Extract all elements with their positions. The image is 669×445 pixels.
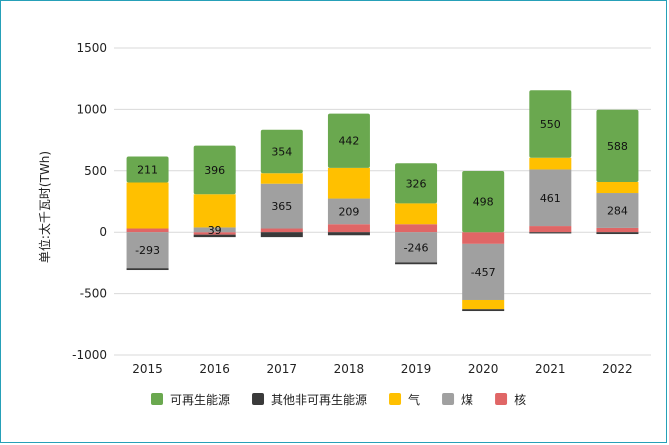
bar-segment: [193, 145, 236, 195]
legend-swatch: [252, 393, 265, 405]
bar-segment: [596, 109, 639, 182]
data-label: 588: [607, 140, 628, 153]
bar-segment: [529, 157, 572, 170]
bar-segment: [596, 181, 639, 194]
bar-segment: [462, 243, 505, 300]
y-tick-label: 1500: [76, 41, 107, 55]
data-label: 498: [473, 196, 494, 209]
data-label: 550: [540, 118, 561, 131]
bar-segment: [395, 224, 438, 233]
legend-label: 可再生能源: [170, 393, 230, 407]
bar-segment: [529, 226, 572, 233]
y-tick-label: 500: [84, 164, 107, 178]
bar-segment: [126, 268, 169, 271]
data-label: 365: [271, 200, 292, 213]
bar-segment: [193, 234, 236, 238]
bar-segment: [596, 232, 639, 235]
bar-segment: [462, 171, 505, 233]
data-label: 284: [607, 204, 628, 217]
data-label: 209: [338, 205, 359, 218]
bar-segment: [529, 90, 572, 158]
bar-segment: [260, 173, 303, 184]
x-tick-label: 2019: [401, 362, 432, 376]
data-label: 39: [208, 224, 222, 237]
bar-segment: [596, 193, 639, 228]
y-axis-label: 单位:太千瓦时(TWh): [37, 151, 52, 263]
y-tick-label: 0: [99, 225, 107, 239]
data-label: -293: [135, 244, 160, 257]
bar-segment: [126, 228, 169, 233]
bar-segment: [193, 227, 236, 233]
bar-segment: [327, 198, 370, 225]
bar-segment: [596, 227, 639, 233]
bar-segment: [327, 113, 370, 168]
legend-swatch: [442, 393, 455, 405]
data-label: 396: [204, 164, 225, 177]
bar-segment: [327, 224, 370, 233]
data-label: 211: [137, 164, 158, 177]
bar-segment: [462, 299, 505, 310]
x-tick-label: 2015: [132, 362, 163, 376]
data-label: 461: [540, 192, 561, 205]
legend: 可再生能源 其他非可再生能源 气 煤 核: [151, 392, 526, 407]
legend-label: 煤: [461, 393, 473, 407]
bar-segment: [529, 169, 572, 227]
bar-segment: [260, 228, 303, 233]
x-tick-label: 2018: [334, 362, 365, 376]
data-label: 326: [406, 177, 427, 190]
x-tick-label: 2016: [199, 362, 230, 376]
x-tick-label: 2022: [602, 362, 633, 376]
x-tick-label: 2017: [267, 362, 298, 376]
legend-swatch: [389, 393, 402, 405]
bar-segment: [327, 232, 370, 236]
bar-segment: [529, 232, 572, 234]
bar-segment: [126, 182, 169, 229]
bar-segment: [462, 232, 505, 244]
legend-swatch: [151, 393, 163, 405]
x-axis-ticks: 2015 2016 2017 2018 2019 2020 2021 2022: [132, 362, 632, 376]
bar-segment: [395, 203, 438, 225]
x-tick-label: 2020: [468, 362, 499, 376]
bar-segment: [395, 232, 438, 263]
legend-label: 核: [514, 393, 526, 407]
bar-segment: [462, 309, 505, 312]
x-tick-label: 2021: [535, 362, 566, 376]
data-labels: 211 -293 396 39 354 365 442 209 326 -246 498 -457 55…: [135, 118, 628, 279]
data-label: -457: [471, 266, 496, 279]
legend-swatch: [495, 393, 508, 405]
legend-item: 可再生能源: [151, 393, 230, 407]
bar-segment: [395, 163, 438, 204]
legend-item: 核: [495, 393, 526, 407]
bar-segment: [260, 232, 303, 238]
data-label: 354: [271, 146, 292, 159]
data-label: -246: [404, 241, 429, 254]
bar-segment: [126, 156, 169, 183]
bar-segment: [193, 194, 236, 228]
legend-item: 气: [389, 392, 420, 407]
legend-item: 煤: [442, 393, 473, 407]
bar-segment: [193, 232, 236, 235]
bar-segment: [395, 262, 438, 265]
legend-label: 其他非可再生能源: [271, 393, 367, 407]
bar-segment: [260, 129, 303, 174]
y-tick-label: 1000: [76, 102, 107, 116]
y-tick-label: -500: [80, 287, 107, 301]
bars: [126, 90, 639, 312]
bar-segment: [260, 183, 303, 229]
bar-segment: [126, 232, 169, 269]
y-tick-label: -1000: [72, 348, 107, 362]
y-axis-ticks: 1500 1000 500 0 -500 -1000: [72, 41, 107, 362]
bar-segment: [327, 167, 370, 199]
legend-item: 其他非可再生能源: [252, 393, 367, 407]
data-label: 442: [338, 135, 359, 148]
legend-label: 气: [408, 392, 420, 407]
